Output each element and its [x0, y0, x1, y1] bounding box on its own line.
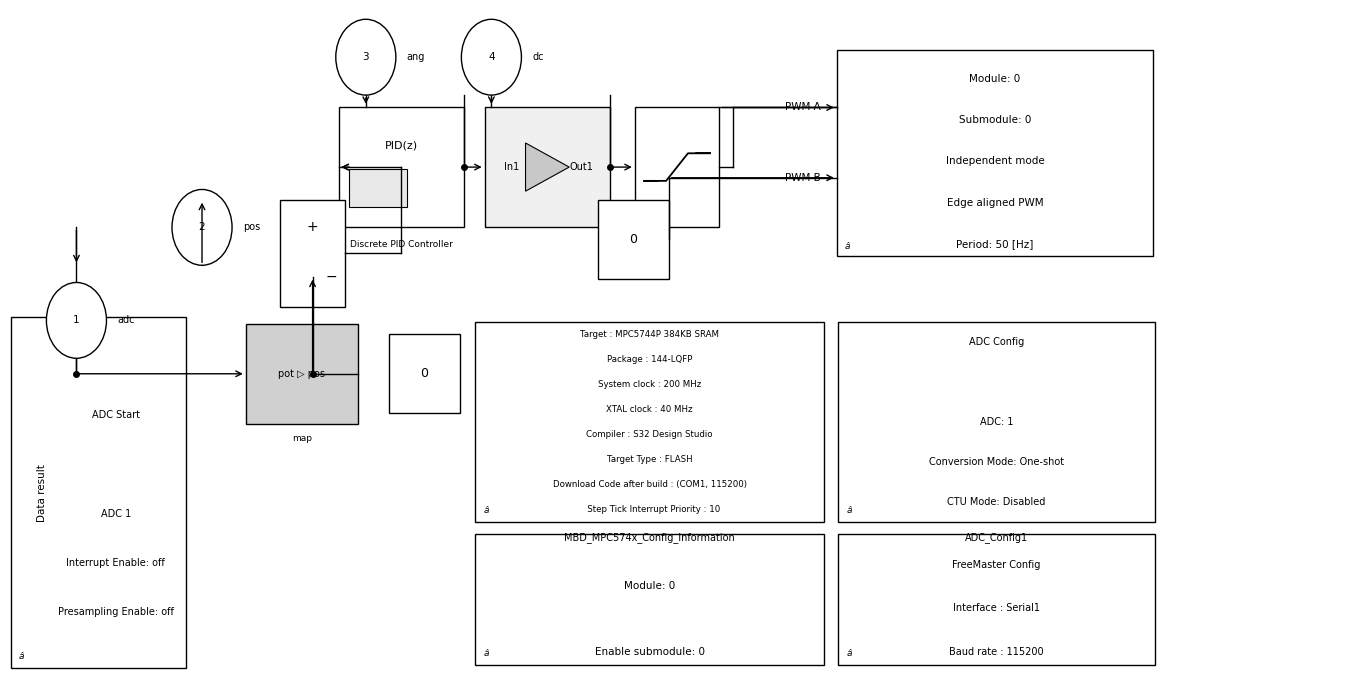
Bar [349, 169, 407, 207]
Polygon shape [526, 143, 569, 192]
Text: Conversion Mode: One-shot: Conversion Mode: One-shot [930, 457, 1063, 467]
Ellipse shape [46, 282, 106, 358]
Bar [838, 322, 1155, 522]
Text: Download Code after build : (COM1, 115200): Download Code after build : (COM1, 11520… [553, 480, 747, 489]
Bar [485, 107, 610, 227]
Text: Out1: Out1 [571, 162, 594, 172]
Text: 4: 4 [489, 52, 494, 62]
Text: Independent mode: Independent mode [946, 156, 1044, 166]
Ellipse shape [461, 19, 521, 95]
Bar [246, 324, 358, 424]
Text: 0: 0 [629, 233, 637, 246]
Text: â: â [846, 649, 852, 658]
Ellipse shape [336, 19, 396, 95]
Bar [635, 107, 719, 227]
Text: PID(z): PID(z) [385, 141, 418, 150]
Text: In1: In1 [504, 162, 519, 172]
Text: CTU Mode: Disabled: CTU Mode: Disabled [947, 497, 1046, 507]
Text: +: + [307, 220, 318, 234]
Text: Baud rate : 115200: Baud rate : 115200 [949, 647, 1044, 657]
Text: Submodule: 0: Submodule: 0 [958, 115, 1032, 125]
Text: adc: adc [117, 316, 135, 325]
Text: Data result: Data result [37, 464, 48, 522]
Bar [339, 107, 464, 227]
Text: â: â [845, 242, 850, 251]
Bar [475, 534, 824, 665]
Text: Module: 0: Module: 0 [969, 74, 1021, 83]
Text: Interface : Serial1: Interface : Serial1 [953, 603, 1040, 613]
Bar [280, 200, 345, 307]
Text: PWM A: PWM A [785, 103, 820, 112]
Text: pot ▷ pos: pot ▷ pos [278, 369, 325, 379]
Text: MBD_MPC574x_Config_Information: MBD_MPC574x_Config_Information [564, 532, 736, 543]
Text: Interrupt Enable: off: Interrupt Enable: off [67, 558, 165, 568]
Text: FreeMaster Config: FreeMaster Config [953, 559, 1040, 570]
Text: XTAL clock : 40 MHz: XTAL clock : 40 MHz [606, 405, 693, 414]
Bar [838, 534, 1155, 665]
Bar [837, 50, 1153, 256]
Text: Edge aligned PWM: Edge aligned PWM [947, 198, 1043, 207]
Text: â: â [19, 652, 25, 661]
Text: 0: 0 [420, 367, 429, 380]
Text: ADC Config: ADC Config [969, 338, 1024, 347]
Text: Target Type : FLASH: Target Type : FLASH [607, 455, 692, 464]
Text: Compiler : S32 Design Studio: Compiler : S32 Design Studio [587, 431, 713, 440]
Text: ADC 1: ADC 1 [101, 508, 131, 519]
Text: Target : MPC5744P 384KB SRAM: Target : MPC5744P 384KB SRAM [580, 331, 719, 340]
Text: System clock : 200 MHz: System clock : 200 MHz [598, 380, 702, 389]
Text: PWM B: PWM B [785, 173, 820, 183]
Text: ang: ang [407, 52, 425, 62]
Text: pos: pos [243, 223, 261, 232]
Text: 1: 1 [74, 316, 79, 325]
Text: ADC Start: ADC Start [91, 411, 139, 420]
Bar [11, 317, 186, 668]
Text: 3: 3 [363, 52, 369, 62]
Text: Period: 50 [Hz]: Period: 50 [Hz] [957, 239, 1033, 249]
Text: −: − [325, 269, 337, 284]
Text: Package : 144-LQFP: Package : 144-LQFP [607, 356, 692, 364]
Text: â: â [846, 506, 852, 515]
Text: â: â [483, 506, 489, 515]
Text: â: â [483, 649, 489, 658]
Text: dc: dc [532, 52, 543, 62]
Text: Module: 0: Module: 0 [624, 582, 676, 591]
Ellipse shape [172, 189, 232, 265]
Text: ADC: 1: ADC: 1 [980, 418, 1013, 427]
Bar [389, 334, 460, 413]
Text: map: map [292, 434, 311, 444]
Text: ADC_Config1: ADC_Config1 [965, 532, 1028, 543]
Text: Discrete PID Controller: Discrete PID Controller [349, 240, 453, 249]
Text: Step Tick Interrupt Priority : 10: Step Tick Interrupt Priority : 10 [579, 505, 721, 514]
Text: 2: 2 [199, 223, 205, 232]
Bar [598, 200, 669, 279]
Text: Presampling Enable: off: Presampling Enable: off [57, 607, 173, 617]
Bar [475, 322, 824, 522]
Text: Enable submodule: 0: Enable submodule: 0 [595, 647, 704, 657]
